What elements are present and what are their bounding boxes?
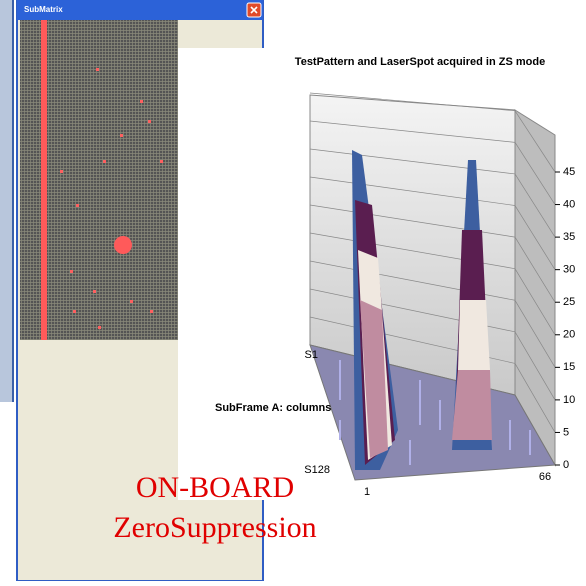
laser-spot [114, 236, 132, 254]
row-label-last: S128 [304, 464, 330, 476]
caption-line: ZeroSuppression [113, 511, 316, 544]
z-tick-label: 0 [563, 459, 569, 471]
chart-title: TestPattern and LaserSpot acquired in ZS… [295, 56, 545, 68]
z-tick-label: 5 [563, 426, 569, 438]
z-tick-label: 20 [563, 329, 575, 341]
window-border [12, 0, 14, 402]
z-tick-label: 45 [563, 166, 575, 178]
z-tick-label: 25 [563, 296, 575, 308]
z-tick-label: 30 [563, 264, 575, 276]
window-title: SubMatrix [24, 5, 63, 14]
test-pattern-column [41, 20, 47, 340]
z-tick-label: 10 [563, 394, 575, 406]
z-tick-label: 15 [563, 361, 575, 373]
col-label-last: 66 [539, 471, 551, 483]
z-tick-label: 35 [563, 231, 575, 243]
background-window [0, 0, 13, 402]
caption-line: ON-BOARD [136, 471, 294, 504]
row-label-first: S1 [305, 349, 318, 361]
slide: SubMatrix TestPattern and LaserSpot acqu… [0, 0, 586, 581]
col-label-first: 1 [364, 486, 370, 498]
z-tick-label: 40 [563, 198, 575, 210]
axis-label: SubFrame A: columns [215, 402, 331, 414]
surface-chart: TestPattern and LaserSpot acquired in ZS… [178, 48, 586, 500]
